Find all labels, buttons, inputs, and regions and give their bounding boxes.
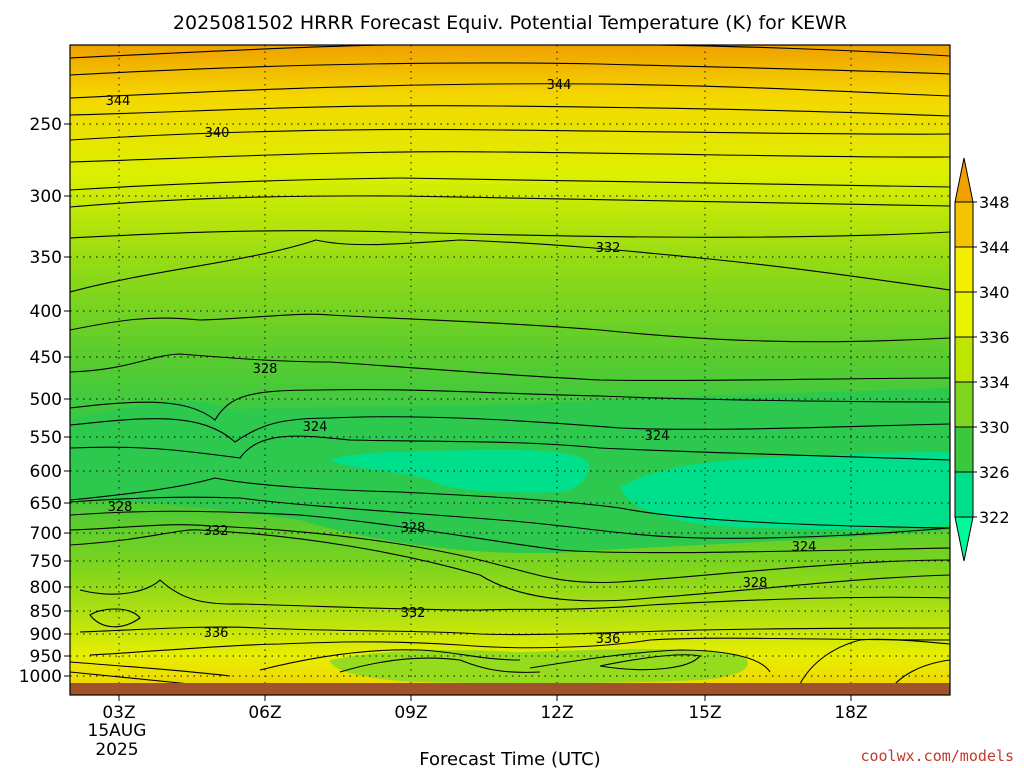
y-tick-label: 500 — [30, 390, 62, 410]
colorbar-label: 344 — [979, 238, 1010, 257]
contour-label: 328 — [253, 362, 278, 377]
colorbar-segment — [954, 291, 974, 338]
y-tick-label: 750 — [30, 552, 62, 572]
colorbar-label: 334 — [979, 373, 1010, 392]
contour-label: 344 — [547, 78, 572, 93]
y-tick-label: 300 — [30, 187, 62, 207]
colorbar-segment — [954, 381, 974, 428]
x-tick-label: 12Z — [540, 703, 573, 723]
y-tick-label: 800 — [30, 578, 62, 598]
y-tick-label: 700 — [30, 524, 62, 544]
source-credit: coolwx.com/models — [860, 747, 1014, 765]
y-tick-label: 400 — [30, 302, 62, 322]
y-tick-label: 600 — [30, 462, 62, 482]
x-axis-ticks: 03Z 06Z 09Z 12Z 15Z 18Z — [102, 695, 868, 723]
contour-label: 344 — [106, 94, 131, 109]
colorbar-bottom-arrow — [954, 516, 974, 562]
y-tick-label: 850 — [30, 602, 62, 622]
colorbar: 348 344 340 336 334 330 326 322 — [954, 157, 1010, 562]
colorbar-segment — [954, 201, 974, 248]
contour-label: 336 — [596, 632, 621, 647]
y-tick-label: 350 — [30, 248, 62, 268]
contour-label: 332 — [401, 606, 426, 621]
x-axis-label: Forecast Time (UTC) — [419, 749, 600, 768]
contour-label: 324 — [303, 420, 328, 435]
min-theta-e-core-2 — [620, 452, 950, 529]
colorbar-segment — [954, 426, 974, 473]
colorbar-segment — [954, 471, 974, 518]
grid-lines — [70, 45, 950, 683]
contour-label: 336 — [204, 626, 229, 641]
contour-label: 332 — [596, 241, 621, 256]
x-date-line-2: 2025 — [95, 740, 138, 760]
contour-label: 340 — [205, 126, 230, 141]
y-tick-label: 450 — [30, 348, 62, 368]
colorbar-top-arrow — [954, 157, 974, 203]
contour-label: 324 — [645, 429, 670, 444]
colorbar-label: 330 — [979, 418, 1010, 437]
plot-area — [70, 45, 950, 695]
x-tick-label: 06Z — [248, 703, 281, 723]
contour-label: 332 — [204, 524, 229, 539]
min-theta-e-core-1 — [330, 449, 589, 493]
colorbar-label: 326 — [979, 463, 1010, 482]
x-tick-label: 18Z — [834, 703, 867, 723]
contour-label: 324 — [792, 540, 817, 555]
y-tick-label: 250 — [30, 115, 62, 135]
plot-frame — [69, 44, 951, 696]
colorbar-label: 340 — [979, 283, 1010, 302]
y-tick-label: 650 — [30, 494, 62, 514]
contour-label: 328 — [401, 521, 426, 536]
y-tick-label: 550 — [30, 428, 62, 448]
x-date-line-1: 15AUG — [88, 721, 147, 741]
y-tick-label: 900 — [30, 625, 62, 645]
colorbar-segment — [954, 246, 974, 293]
x-tick-label: 09Z — [394, 703, 427, 723]
y-tick-label: 950 — [30, 647, 62, 667]
colorbar-segment — [954, 336, 974, 383]
colorbar-label: 322 — [979, 508, 1010, 527]
y-axis-ticks: 250 300 350 400 450 500 550 600 650 700 750 800 850 9… — [19, 115, 70, 687]
contour-label: 328 — [743, 576, 768, 591]
chart-title: 2025081502 HRRR Forecast Equiv. Potentia… — [173, 12, 847, 34]
theta-e-shading — [70, 45, 950, 695]
ground-surface — [70, 683, 950, 695]
x-tick-label: 03Z — [102, 703, 135, 723]
y-tick-label: 1000 — [19, 667, 62, 687]
contour-label-layer: 344 344 340 332 328 324 324 328 332 328 324 328 332 3… — [106, 78, 817, 647]
colorbar-label: 336 — [979, 328, 1010, 347]
x-tick-label: 15Z — [688, 703, 721, 723]
colorbar-label: 348 — [979, 193, 1010, 212]
contour-label: 328 — [108, 500, 133, 515]
